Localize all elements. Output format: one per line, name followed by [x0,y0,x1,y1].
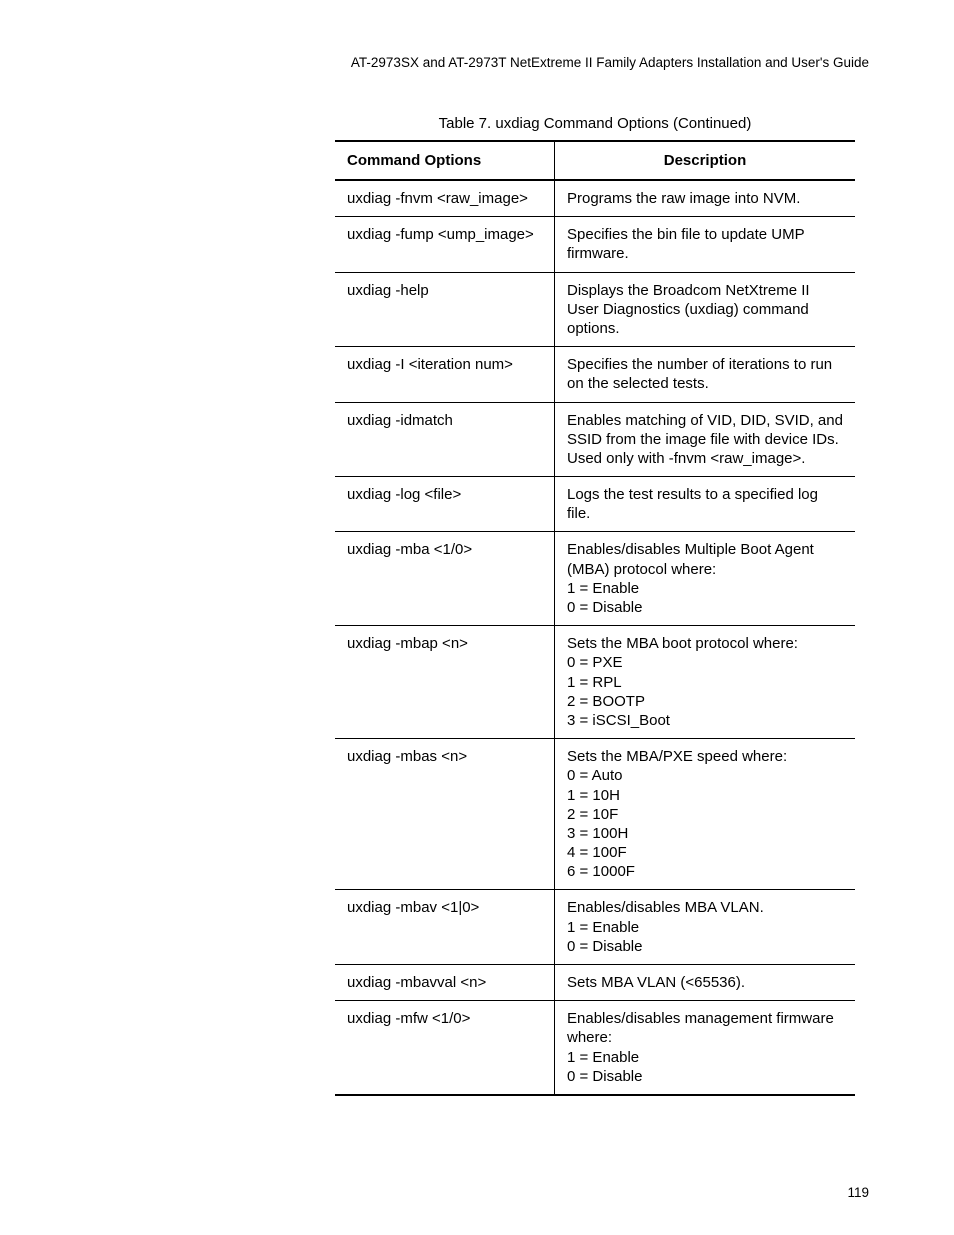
table-row: uxdiag -mbavval <n> Sets MBA VLAN (<6553… [335,965,855,1001]
table-row: uxdiag -mbap <n> Sets the MBA boot proto… [335,626,855,739]
page-number: 119 [847,1185,869,1200]
cell-command: uxdiag -I <iteration num> [335,347,555,402]
cell-command: uxdiag -fump <ump_image> [335,217,555,272]
col-header-description: Description [555,141,856,180]
cell-description: Logs the test results to a specified log… [555,477,856,532]
table-row: uxdiag -mba <1/0> Enables/disables Multi… [335,532,855,626]
cell-description: Enables/disables MBA VLAN. 1 = Enable 0 … [555,890,856,965]
table-row: uxdiag -fnvm <raw_image> Programs the ra… [335,180,855,217]
table-row: uxdiag -help Displays the Broadcom NetXt… [335,272,855,347]
cell-command: uxdiag -help [335,272,555,347]
col-header-command: Command Options [335,141,555,180]
cell-command: uxdiag -mbav <1|0> [335,890,555,965]
table-caption: Table 7. uxdiag Command Options (Continu… [335,115,855,132]
cell-description: Enables/disables Multiple Boot Agent (MB… [555,532,856,626]
command-options-table: Command Options Description uxdiag -fnvm… [335,140,855,1096]
cell-command: uxdiag -mbas <n> [335,739,555,890]
page-header: AT-2973SX and AT-2973T NetExtreme II Fam… [85,55,869,70]
cell-description: Displays the Broadcom NetXtreme II User … [555,272,856,347]
cell-command: uxdiag -mbap <n> [335,626,555,739]
cell-description: Sets the MBA/PXE speed where: 0 = Auto 1… [555,739,856,890]
cell-description: Specifies the number of iterations to ru… [555,347,856,402]
cell-description: Programs the raw image into NVM. [555,180,856,217]
cell-command: uxdiag -log <file> [335,477,555,532]
cell-description: Enables/disables management firmware whe… [555,1001,856,1095]
cell-command: uxdiag -mbavval <n> [335,965,555,1001]
cell-description: Sets MBA VLAN (<65536). [555,965,856,1001]
cell-command: uxdiag -idmatch [335,402,555,477]
cell-command: uxdiag -fnvm <raw_image> [335,180,555,217]
table-row: uxdiag -mfw <1/0> Enables/disables manag… [335,1001,855,1095]
table-row: uxdiag -idmatch Enables matching of VID,… [335,402,855,477]
cell-description: Enables matching of VID, DID, SVID, and … [555,402,856,477]
cell-command: uxdiag -mba <1/0> [335,532,555,626]
table-row: uxdiag -I <iteration num> Specifies the … [335,347,855,402]
cell-description: Sets the MBA boot protocol where: 0 = PX… [555,626,856,739]
table-row: uxdiag -log <file> Logs the test results… [335,477,855,532]
cell-description: Specifies the bin file to update UMP fir… [555,217,856,272]
table-row: uxdiag -mbav <1|0> Enables/disables MBA … [335,890,855,965]
table-row: uxdiag -fump <ump_image> Specifies the b… [335,217,855,272]
table-row: uxdiag -mbas <n> Sets the MBA/PXE speed … [335,739,855,890]
table-header-row: Command Options Description [335,141,855,180]
cell-command: uxdiag -mfw <1/0> [335,1001,555,1095]
